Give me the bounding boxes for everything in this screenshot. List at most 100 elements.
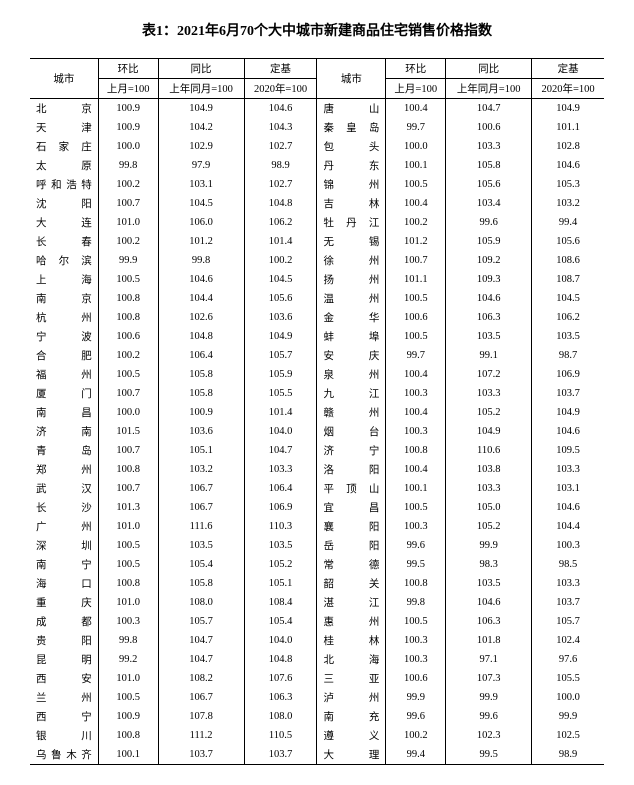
city-name: 宁 波 xyxy=(30,327,98,346)
yoy-value: 104.4 xyxy=(158,289,244,308)
city-name: 广 州 xyxy=(30,517,98,536)
city-name: 金 华 xyxy=(317,308,386,327)
mom-value: 100.2 xyxy=(98,346,158,365)
base-value: 105.5 xyxy=(532,669,604,688)
mom-value: 99.2 xyxy=(98,650,158,669)
city-name: 青 岛 xyxy=(30,441,98,460)
subheader-base-right: 2020年=100 xyxy=(532,79,604,99)
city-name: 太 原 xyxy=(30,156,98,175)
yoy-value: 106.3 xyxy=(446,612,532,631)
city-name: 石 家 庄 xyxy=(30,137,98,156)
mom-value: 100.6 xyxy=(386,669,446,688)
mom-value: 99.8 xyxy=(386,593,446,612)
subheader-base-left: 2020年=100 xyxy=(244,79,317,99)
city-name: 三 亚 xyxy=(317,669,386,688)
mom-value: 100.2 xyxy=(386,726,446,745)
city-name: 桂 林 xyxy=(317,631,386,650)
yoy-value: 106.0 xyxy=(158,213,244,232)
mom-value: 100.8 xyxy=(386,441,446,460)
city-name: 济 宁 xyxy=(317,441,386,460)
city-name: 泉 州 xyxy=(317,365,386,384)
city-name: 沈 阳 xyxy=(30,194,98,213)
city-name: 上 海 xyxy=(30,270,98,289)
yoy-value: 105.8 xyxy=(158,574,244,593)
base-value: 104.0 xyxy=(244,631,317,650)
yoy-value: 99.6 xyxy=(446,213,532,232)
city-name: 牡 丹 江 xyxy=(317,213,386,232)
base-value: 101.4 xyxy=(244,232,317,251)
city-name: 韶 关 xyxy=(317,574,386,593)
header-base-right: 定基 xyxy=(532,59,604,79)
city-name: 温 州 xyxy=(317,289,386,308)
base-value: 103.3 xyxy=(532,460,604,479)
mom-value: 100.5 xyxy=(98,270,158,289)
city-name: 南 充 xyxy=(317,707,386,726)
table-row: 大 连101.0106.0106.2牡 丹 江100.299.699.4 xyxy=(30,213,604,232)
city-name: 重 庆 xyxy=(30,593,98,612)
price-index-table: 城市 环比 同比 定基 城市 环比 同比 定基 上月=100 上年同月=100 … xyxy=(30,58,604,765)
mom-value: 100.7 xyxy=(98,441,158,460)
yoy-value: 105.2 xyxy=(446,403,532,422)
city-name: 海 口 xyxy=(30,574,98,593)
header-city-right: 城市 xyxy=(317,59,386,99)
yoy-value: 109.3 xyxy=(446,270,532,289)
mom-value: 101.5 xyxy=(98,422,158,441)
yoy-value: 103.5 xyxy=(446,574,532,593)
yoy-value: 111.6 xyxy=(158,517,244,536)
base-value: 106.2 xyxy=(532,308,604,327)
mom-value: 100.6 xyxy=(98,327,158,346)
city-name: 锦 州 xyxy=(317,175,386,194)
base-value: 104.7 xyxy=(244,441,317,460)
mom-value: 100.0 xyxy=(386,137,446,156)
base-value: 104.4 xyxy=(532,517,604,536)
city-name: 哈 尔 滨 xyxy=(30,251,98,270)
mom-value: 101.0 xyxy=(98,593,158,612)
base-value: 104.3 xyxy=(244,118,317,137)
mom-value: 100.8 xyxy=(98,574,158,593)
mom-value: 101.2 xyxy=(386,232,446,251)
subheader-mom-left: 上月=100 xyxy=(98,79,158,99)
base-value: 103.7 xyxy=(244,745,317,765)
base-value: 104.6 xyxy=(532,156,604,175)
city-name: 大 理 xyxy=(317,745,386,765)
city-name: 南 京 xyxy=(30,289,98,308)
yoy-value: 106.3 xyxy=(446,308,532,327)
base-value: 103.7 xyxy=(532,593,604,612)
base-value: 102.7 xyxy=(244,137,317,156)
yoy-value: 105.6 xyxy=(446,175,532,194)
base-value: 104.8 xyxy=(244,650,317,669)
base-value: 101.1 xyxy=(532,118,604,137)
mom-value: 101.0 xyxy=(98,213,158,232)
mom-value: 100.5 xyxy=(386,327,446,346)
mom-value: 100.3 xyxy=(386,422,446,441)
table-row: 重 庆101.0108.0108.4湛 江99.8104.6103.7 xyxy=(30,593,604,612)
mom-value: 100.8 xyxy=(98,289,158,308)
mom-value: 100.3 xyxy=(386,517,446,536)
city-name: 大 连 xyxy=(30,213,98,232)
base-value: 102.5 xyxy=(532,726,604,745)
yoy-value: 98.3 xyxy=(446,555,532,574)
city-name: 银 川 xyxy=(30,726,98,745)
yoy-value: 110.6 xyxy=(446,441,532,460)
base-value: 103.2 xyxy=(532,194,604,213)
yoy-value: 99.8 xyxy=(158,251,244,270)
table-row: 厦 门100.7105.8105.5九 江100.3103.3103.7 xyxy=(30,384,604,403)
base-value: 106.9 xyxy=(532,365,604,384)
mom-value: 99.8 xyxy=(98,631,158,650)
city-name: 天 津 xyxy=(30,118,98,137)
yoy-value: 105.0 xyxy=(446,498,532,517)
table-row: 贵 阳99.8104.7104.0桂 林100.3101.8102.4 xyxy=(30,631,604,650)
mom-value: 99.6 xyxy=(386,707,446,726)
city-name: 西 安 xyxy=(30,669,98,688)
base-value: 103.5 xyxy=(244,536,317,555)
mom-value: 100.3 xyxy=(386,631,446,650)
mom-value: 100.0 xyxy=(98,137,158,156)
base-value: 104.0 xyxy=(244,422,317,441)
city-name: 南 宁 xyxy=(30,555,98,574)
yoy-value: 102.9 xyxy=(158,137,244,156)
yoy-value: 105.1 xyxy=(158,441,244,460)
mom-value: 100.5 xyxy=(386,175,446,194)
base-value: 100.3 xyxy=(532,536,604,555)
base-value: 104.8 xyxy=(244,194,317,213)
base-value: 104.6 xyxy=(532,498,604,517)
